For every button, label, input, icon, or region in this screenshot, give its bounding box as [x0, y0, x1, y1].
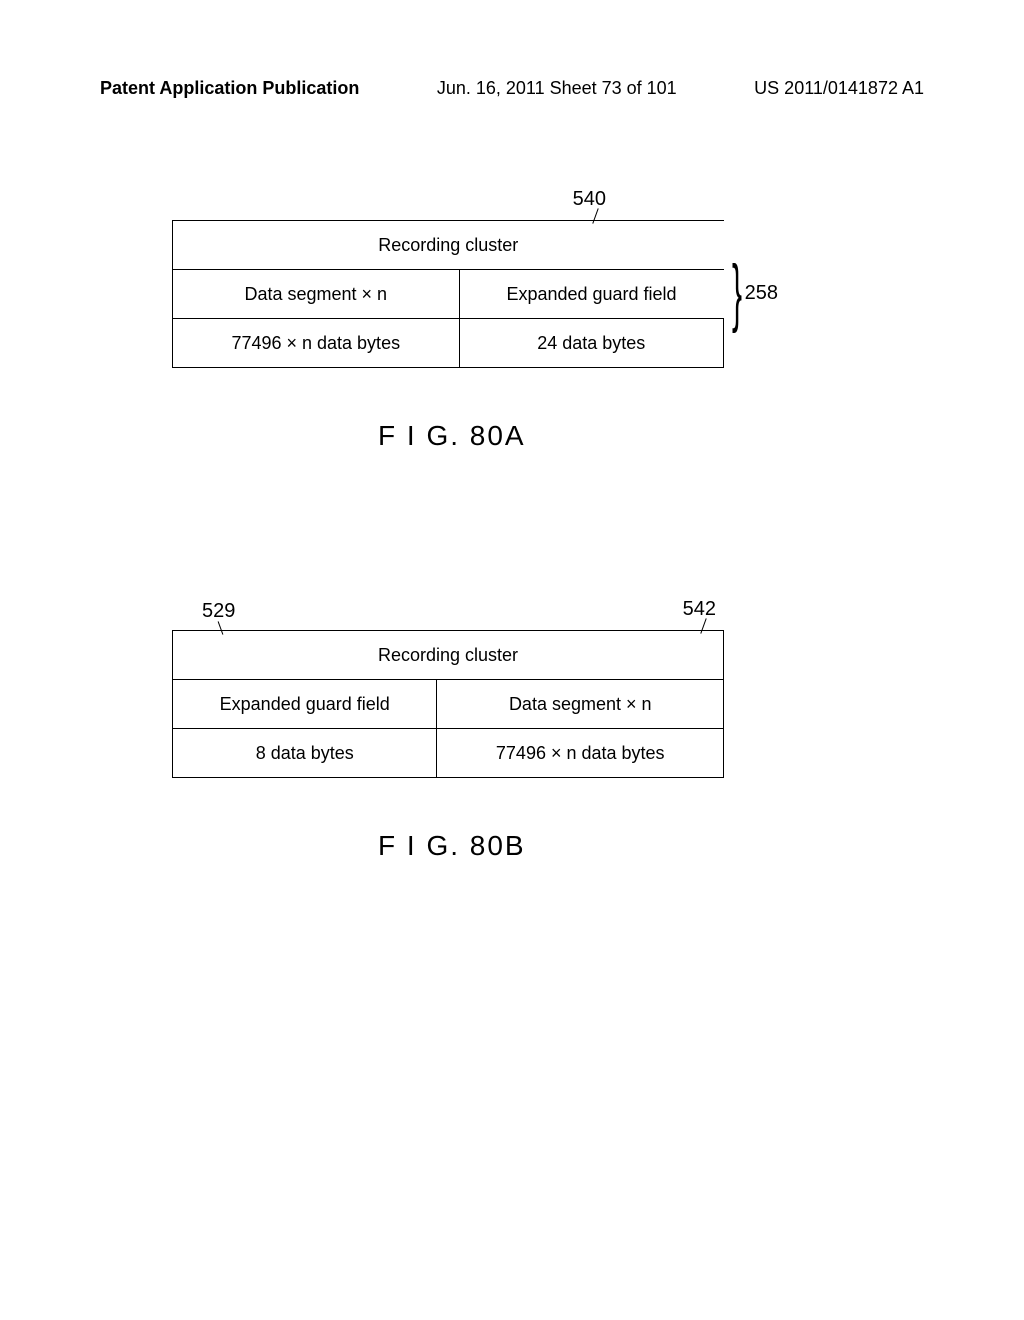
- table-80a: Recording cluster Data segment × n Expan…: [172, 220, 724, 368]
- ref-540: 540: [573, 188, 606, 211]
- ref-529: 529: [202, 600, 235, 623]
- expanded-guard-b: Expanded guard field: [173, 680, 437, 729]
- bytes-col1-a: 77496 × n data bytes: [173, 319, 460, 368]
- fig-label-80b: F I G. 80B: [378, 830, 526, 862]
- table-80b: Recording cluster Expanded guard field D…: [172, 630, 724, 778]
- bytes-col2-b: 77496 × n data bytes: [437, 729, 724, 778]
- fig-label-80a: F I G. 80A: [378, 420, 526, 452]
- figure-80b: 529 542 Recording cluster Expanded guard…: [172, 630, 724, 778]
- header-right: US 2011/0141872 A1: [754, 78, 924, 99]
- bytes-col1-b: 8 data bytes: [173, 729, 437, 778]
- figure-80a: 540 Recording cluster Data segment × n E…: [172, 220, 724, 368]
- brace-258: }: [732, 273, 742, 318]
- data-segment-a: Data segment × n: [173, 270, 460, 319]
- data-segment-b: Data segment × n: [437, 680, 724, 729]
- header-center: Jun. 16, 2011 Sheet 73 of 101: [437, 78, 677, 99]
- rec-cluster-header-b: Recording cluster: [173, 631, 724, 680]
- expanded-guard-a: Expanded guard field: [459, 270, 723, 319]
- rec-cluster-header-a: Recording cluster: [173, 221, 724, 270]
- bytes-col2-a: 24 data bytes: [459, 319, 723, 368]
- header-left: Patent Application Publication: [100, 78, 359, 99]
- ref-542: 542: [683, 598, 716, 621]
- ref-258: 258: [745, 282, 778, 305]
